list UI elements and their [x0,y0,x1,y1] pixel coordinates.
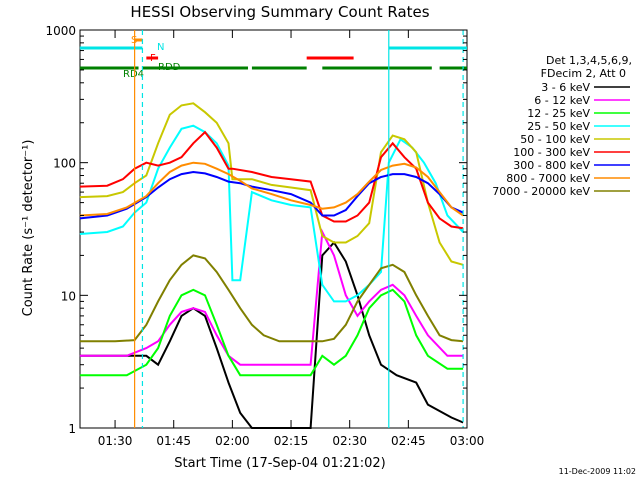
x-tick-label: 02:45 [391,434,426,448]
series-line [79,240,464,429]
x-tick-label: 02:15 [274,434,309,448]
x-tick-label: 03:00 [450,434,485,448]
flag-label: RDD [158,62,181,73]
legend-entry-label: 25 - 50 keV [527,120,590,133]
series-lines [79,102,464,429]
timestamp: 11-Dec-2009 11:02 [559,467,636,476]
legend-header-line-1: Det 1,3,4,5,6,9, [546,54,632,67]
series-line [79,170,464,220]
legend-header-line-2: FDecim 2, Att 0 [541,67,626,80]
series-line [79,124,464,303]
legend-entry-label: 300 - 800 keV [513,159,590,172]
y-tick-label: 10 [61,289,76,303]
legend-entry-label: 6 - 12 keV [534,94,590,107]
x-tick-label: 02:30 [332,434,367,448]
x-tick-label: 01:30 [98,434,133,448]
series-line [79,288,464,377]
legend-entry-label: 800 - 7000 keV [506,172,590,185]
series-line [79,228,464,366]
y-tick-label: 1 [68,422,76,436]
series-line [79,254,464,343]
flag-label: F [150,53,156,64]
x-tick-label: 02:00 [215,434,250,448]
legend-entry-label: 50 - 100 keV [520,133,590,146]
y-axis-title: Count Rate (s⁻¹ detector⁻¹) [21,140,36,317]
legend-entry-label: 12 - 25 keV [527,107,590,120]
flag-label: RD4 [123,69,144,80]
series-line [79,161,464,217]
x-axis-title: Start Time (17-Sep-04 01:21:02) [174,456,385,471]
chart-title: HESSI Observing Summary Count Rates [130,3,429,21]
series-line [79,102,464,266]
legend: Det 1,3,4,5,6,9, FDecim 2, Att 0 3 - 6 k… [492,54,632,198]
y-tick-label: 100 [53,157,76,171]
series-line [79,130,464,230]
legend-entry-label: 3 - 6 keV [541,81,590,94]
legend-entry-label: 7000 - 20000 keV [492,185,590,198]
axis-ticks: 01:30 01:45 02:00 02:15 02:30 02:45 03:00 1 10 10… [45,24,484,448]
y-tick-label: 1000 [45,24,76,38]
legend-entry-label: 100 - 300 keV [513,146,590,159]
x-tick-label: 01:45 [156,434,191,448]
vertical-markers [134,30,464,428]
flag-label: N [157,42,164,53]
flag-bars: SNFRDDRD4 [79,35,467,80]
